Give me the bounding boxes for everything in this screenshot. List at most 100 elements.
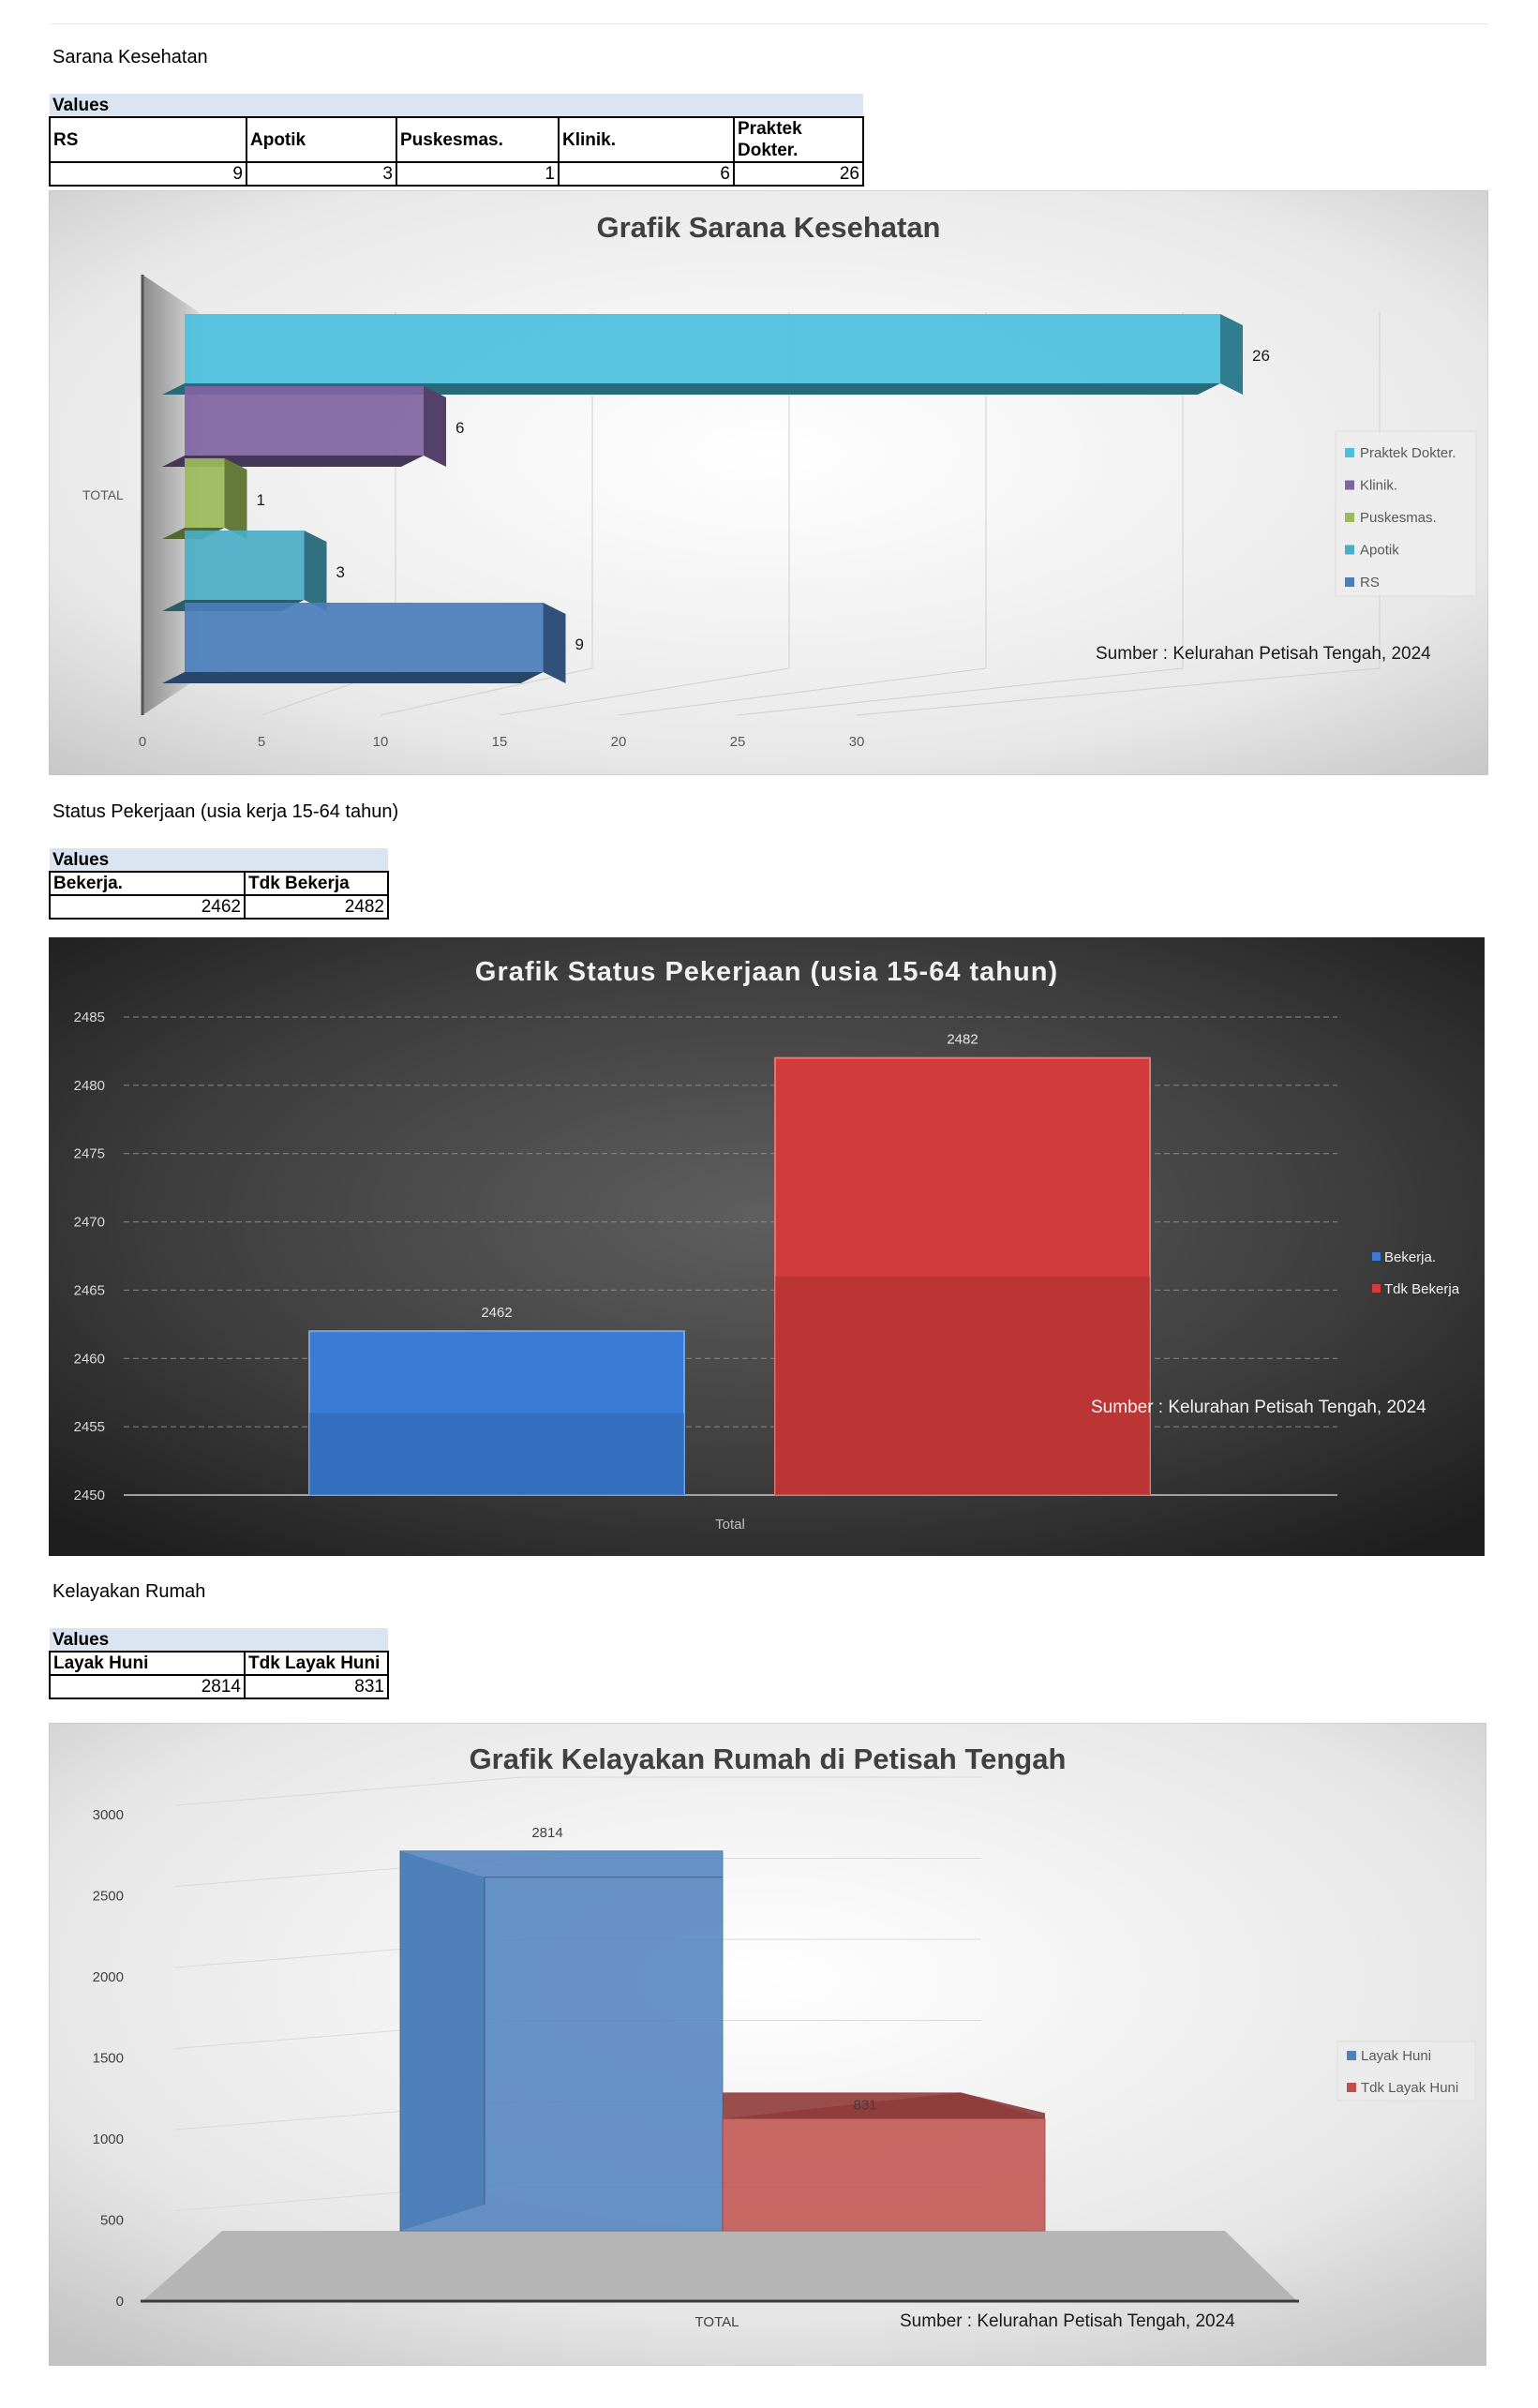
bar-side (424, 386, 446, 467)
pivot-table-sarana: Values RS Apotik Puskesmas. Klinik. Prak… (49, 94, 864, 187)
y-tick-label: 2500 (93, 1889, 124, 1905)
y-tick-label: 2470 (74, 1215, 105, 1231)
chart-title: Grafik Kelayakan Rumah di Petisah Tengah (470, 1742, 1067, 1775)
bar-tdk-bekerja: 2482 (774, 1032, 1151, 1496)
y-tick-label: 2450 (74, 1488, 105, 1503)
gridline (174, 1776, 523, 1806)
bar-side (304, 531, 327, 611)
table-header: Puskesmas. (396, 116, 560, 163)
table-cell: 2814 (49, 1674, 246, 1699)
x-tick-label: 30 (849, 734, 865, 750)
legend-label: Bekerja. (1384, 1249, 1436, 1265)
y-tick-label: 3000 (93, 1807, 124, 1823)
data-label: 1 (257, 491, 265, 509)
y-tick-label: 2465 (74, 1282, 105, 1298)
bar-layak-huni: 2814 (399, 1825, 724, 2232)
legend-swatch (1345, 545, 1354, 555)
gridline (856, 667, 1381, 716)
table-cell: 26 (733, 161, 864, 187)
table-header: Tdk Layak Huni (244, 1651, 389, 1676)
table-header: RS (49, 116, 247, 163)
y-tick-label: 0 (116, 2294, 124, 2310)
section-title-pekerjaan: Status Pekerjaan (usia kerja 15-64 tahun… (52, 801, 399, 822)
chart-kelayakan-rumah: Grafik Kelayakan Rumah di Petisah Tengah… (49, 1723, 1486, 2366)
chart-legend: Layak Huni Tdk Layak Huni (1336, 2041, 1476, 2101)
data-label: 2482 (947, 1032, 978, 1048)
table-header: Tdk Bekerja (244, 871, 389, 896)
bar-klinik: 6 (162, 386, 464, 467)
bar-shade (309, 1413, 684, 1495)
legend-label: Layak Huni (1361, 2048, 1431, 2064)
bar-side (543, 603, 566, 683)
source-note: Sumber : Kelurahan Petisah Tengah, 2024 (1096, 644, 1431, 664)
legend-swatch (1345, 577, 1354, 587)
chart-title: Grafik Sarana Kesehatan (596, 211, 940, 244)
y-tick-label: 1000 (93, 2131, 124, 2147)
legend-label: Puskesmas. (1360, 510, 1437, 526)
table-cell: 1 (396, 161, 560, 187)
gridline (737, 667, 1184, 716)
table-cell: 2462 (49, 894, 246, 920)
bar-face (185, 531, 305, 600)
legend-label: Klinik. (1360, 478, 1397, 494)
data-label: 2814 (531, 1825, 562, 1841)
bar-apotik: 3 (162, 531, 345, 611)
y-tick-label: 2000 (93, 1969, 124, 1985)
source-note: Sumber : Kelurahan Petisah Tengah, 2024 (1091, 1398, 1426, 1417)
legend-swatch (1372, 1284, 1381, 1293)
bar-face (399, 1850, 724, 2232)
chart-legend: Praktek Dokter. Klinik. Puskesmas. Apotik RS (1335, 430, 1477, 597)
y-tick-label: 2455 (74, 1419, 105, 1435)
y-tick-label: 1500 (93, 2051, 124, 2067)
bar-top (723, 2092, 1045, 2119)
table-cell: 9 (49, 161, 247, 187)
chart-status-pekerjaan: Grafik Status Pekerjaan (usia 15-64 tahu… (49, 937, 1485, 1556)
bar-praktek-dokter: 26 (162, 314, 1270, 395)
category-label: TOTAL (695, 2314, 739, 2330)
bar-tdk-layak-huni: 831 (722, 2092, 1046, 2232)
y-tick-label: 2460 (74, 1351, 105, 1367)
gridline (499, 667, 790, 716)
y-tick-label: 500 (100, 2213, 124, 2229)
legend-label: Tdk Layak Huni (1361, 2080, 1458, 2096)
x-tick-label: 15 (492, 734, 508, 750)
table-cell: 6 (558, 161, 735, 187)
bar-face (185, 386, 424, 456)
legend-label: Apotik (1360, 543, 1399, 559)
data-label: 3 (336, 563, 345, 581)
x-tick-label: 10 (373, 734, 389, 750)
bar-shade (775, 1276, 1150, 1495)
x-tick-label: 20 (611, 734, 627, 750)
category-label: Total (715, 1517, 745, 1533)
bar-side (1220, 314, 1243, 395)
chart-background (49, 937, 1485, 1556)
x-tick-label: 25 (730, 734, 746, 750)
chart-floor (142, 2231, 1297, 2301)
table-header: Apotik (246, 116, 397, 163)
legend-swatch (1347, 2051, 1356, 2060)
bar-rs: 9 (162, 603, 584, 683)
bar-face (185, 458, 225, 528)
table-cell: 2482 (244, 894, 389, 920)
legend-label: Praktek Dokter. (1360, 445, 1456, 461)
bar-face (722, 2117, 1046, 2232)
values-label: Values (50, 848, 388, 872)
y-tick-label: 2480 (74, 1078, 105, 1094)
legend-swatch (1345, 480, 1354, 490)
data-label: 831 (853, 2097, 876, 2113)
pivot-table-pekerjaan: Values Bekerja. Tdk Bekerja 2462 2482 (49, 848, 389, 920)
table-header: Klinik. (558, 116, 735, 163)
legend-swatch (1372, 1252, 1381, 1261)
table-header: Praktek Dokter. (733, 116, 864, 163)
bar-bekerja: 2462 (308, 1305, 685, 1496)
top-divider (50, 23, 1488, 24)
data-label: 26 (1252, 347, 1270, 365)
data-label: 9 (575, 636, 584, 653)
y-tick-label: 2485 (74, 1010, 105, 1025)
data-label: 6 (455, 419, 464, 437)
pivot-table-kelayakan: Values Layak Huni Tdk Layak Huni 2814 83… (49, 1628, 389, 1699)
data-label: 2462 (481, 1305, 512, 1321)
legend-swatch (1347, 2083, 1356, 2092)
values-label: Values (50, 1628, 388, 1652)
chart-title: Grafik Status Pekerjaan (usia 15-64 tahu… (475, 957, 1058, 987)
